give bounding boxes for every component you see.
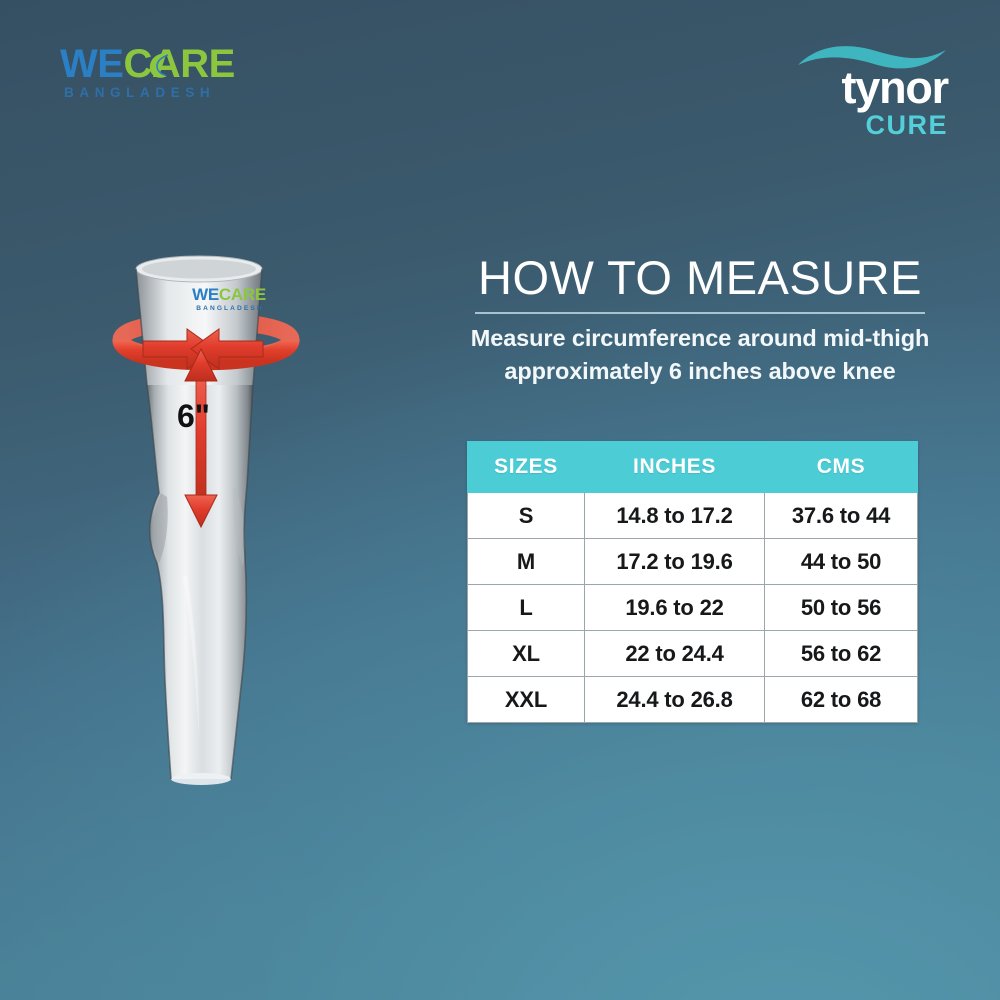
wecare-logo-care: CARE [123,42,235,86]
wecare-logo-wordmark: WECARE [60,44,295,84]
cell-inches: 17.2 to 19.6 [584,538,765,585]
cell-cms: 44 to 50 [764,538,918,585]
cell-size: XXL [467,676,585,723]
title-divider [475,312,925,314]
table-header-row: SIZES INCHES CMS [467,441,918,493]
page-subtitle-line-1: Measure circumference around mid-thigh [470,324,930,351]
column-header-cms: CMS [764,441,918,493]
table-row: S 14.8 to 17.2 37.6 to 44 [467,492,918,539]
cell-cms: 37.6 to 44 [764,492,918,539]
column-header-sizes: SIZES [467,441,585,493]
page-subtitle: Measure circumference around mid-thigh a… [440,322,960,388]
table-row: XL 22 to 24.4 56 to 62 [467,630,918,677]
cell-cms: 50 to 56 [764,584,918,631]
measurement-label: 6" [177,398,210,434]
tynor-cure-tagline: CURE [865,110,948,140]
leg-measurement-illustration: WECARE BANGLADESH 6" [95,245,355,825]
table-body: S 14.8 to 17.2 37.6 to 44 M 17.2 to 19.6… [467,492,918,723]
wecare-logo-subtitle: BANGLADESH [64,85,216,100]
cell-size: M [467,538,585,585]
cell-inches: 22 to 24.4 [584,630,765,677]
cell-size: L [467,584,585,631]
cell-inches: 19.6 to 22 [584,584,765,631]
heading-block: HOW TO MEASURE Measure circumference aro… [440,250,960,388]
size-chart-table: SIZES INCHES CMS S 14.8 to 17.2 37.6 to … [467,441,918,723]
column-header-inches: INCHES [584,441,765,493]
size-chart-table-container: SIZES INCHES CMS S 14.8 to 17.2 37.6 to … [467,441,918,723]
wecare-logo: WECARE BANGLADESH [60,44,295,102]
page-title: HOW TO MEASURE [478,251,922,304]
cell-size: S [467,492,585,539]
cell-size: XL [467,630,585,677]
wave-icon [798,46,946,69]
wecare-logo-we: WE [60,42,124,86]
tynor-logo: tynor CURE [780,42,960,139]
six-inch-arrow [184,347,218,529]
cell-inches: 14.8 to 17.2 [584,492,765,539]
cell-cms: 62 to 68 [764,676,918,723]
table-row: XXL 24.4 to 26.8 62 to 68 [467,676,918,723]
table-row: M 17.2 to 19.6 44 to 50 [467,538,918,585]
tynor-wordmark: tynor [841,62,949,113]
table-header: SIZES INCHES CMS [467,441,918,493]
leg-diagram [112,255,300,785]
page-subtitle-line-2: approximately 6 inches above knee [504,357,896,384]
cell-inches: 24.4 to 26.8 [584,676,765,723]
table-row: L 19.6 to 22 50 to 56 [467,584,918,631]
cell-cms: 56 to 62 [764,630,918,677]
